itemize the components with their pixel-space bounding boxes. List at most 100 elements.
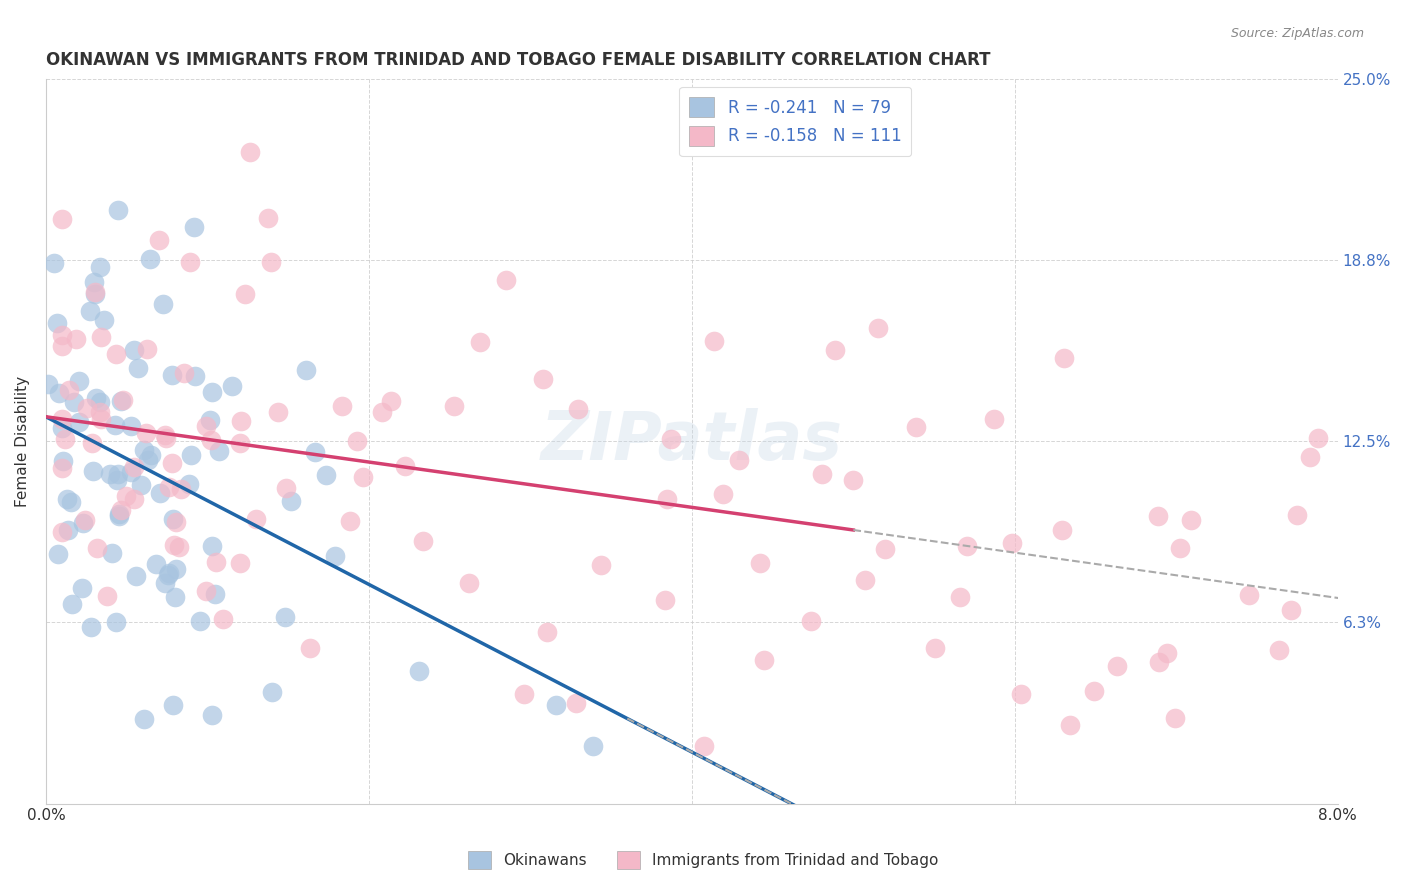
Point: [332, 399, 354, 413]
Legend: R = -0.241   N = 79, R = -0.158   N = 111: R = -0.241 N = 79, R = -0.158 N = 111: [679, 87, 911, 156]
Point: [138, 252, 160, 266]
Point: [127, 360, 149, 375]
Point: [139, 448, 162, 462]
Point: [811, 467, 834, 482]
Point: [122, 343, 145, 357]
Point: [156, 567, 179, 582]
Point: [546, 698, 568, 712]
Point: [1180, 513, 1202, 527]
Point: [76, 401, 98, 416]
Point: [51, 461, 73, 475]
Point: [157, 566, 180, 580]
Point: [180, 448, 202, 462]
Point: [51, 524, 73, 539]
Point: [513, 687, 536, 701]
Point: [353, 470, 375, 484]
Point: [63, 394, 86, 409]
Point: [204, 586, 226, 600]
Point: [295, 362, 318, 376]
Point: [221, 379, 243, 393]
Point: [107, 509, 129, 524]
Point: [179, 254, 201, 268]
Point: [531, 371, 554, 385]
Point: [160, 456, 183, 470]
Point: [536, 625, 558, 640]
Point: [394, 459, 416, 474]
Point: [163, 591, 186, 605]
Point: [380, 393, 402, 408]
Point: [52, 454, 75, 468]
Point: [711, 487, 734, 501]
Point: [67, 374, 90, 388]
Point: [208, 444, 231, 458]
Point: [51, 412, 73, 426]
Point: [1279, 603, 1302, 617]
Point: [132, 712, 155, 726]
Point: [70, 581, 93, 595]
Point: [93, 313, 115, 327]
Point: [122, 492, 145, 507]
Point: [184, 369, 207, 384]
Point: [654, 593, 676, 607]
Point: [165, 562, 187, 576]
Point: [567, 401, 589, 416]
Point: [104, 418, 127, 433]
Point: [371, 405, 394, 419]
Point: [188, 614, 211, 628]
Point: [315, 467, 337, 482]
Legend: Okinawans, Immigrants from Trinidad and Tobago: Okinawans, Immigrants from Trinidad and …: [461, 845, 945, 875]
Point: [457, 576, 479, 591]
Point: [90, 411, 112, 425]
Point: [323, 549, 346, 563]
Point: [1107, 658, 1129, 673]
Point: [565, 696, 588, 710]
Point: [96, 589, 118, 603]
Point: [82, 435, 104, 450]
Point: [46, 316, 69, 330]
Point: [703, 334, 725, 348]
Point: [201, 539, 224, 553]
Point: [51, 421, 73, 435]
Point: [89, 405, 111, 419]
Point: [104, 346, 127, 360]
Point: [132, 442, 155, 457]
Point: [873, 541, 896, 556]
Point: [84, 285, 107, 299]
Point: [89, 260, 111, 275]
Point: [129, 477, 152, 491]
Point: [107, 467, 129, 482]
Point: [177, 476, 200, 491]
Point: [1237, 589, 1260, 603]
Point: [108, 507, 131, 521]
Point: [98, 467, 121, 481]
Point: [983, 412, 1005, 426]
Point: [955, 539, 977, 553]
Point: [693, 739, 716, 753]
Point: [155, 576, 177, 591]
Point: [205, 555, 228, 569]
Point: [1050, 523, 1073, 537]
Point: [1299, 450, 1322, 464]
Point: [58, 383, 80, 397]
Point: [233, 286, 256, 301]
Point: [194, 584, 217, 599]
Point: [198, 412, 221, 426]
Text: OKINAWAN VS IMMIGRANTS FROM TRINIDAD AND TOBAGO FEMALE DISABILITY CORRELATION CH: OKINAWAN VS IMMIGRANTS FROM TRINIDAD AND…: [46, 51, 990, 69]
Point: [162, 698, 184, 713]
Point: [1053, 351, 1076, 365]
Point: [1308, 431, 1330, 445]
Point: [229, 436, 252, 450]
Point: [82, 464, 104, 478]
Point: [659, 432, 682, 446]
Point: [262, 685, 284, 699]
Point: [110, 503, 132, 517]
Point: [1267, 643, 1289, 657]
Point: [79, 304, 101, 318]
Point: [257, 211, 280, 225]
Point: [125, 569, 148, 583]
Text: Source: ZipAtlas.com: Source: ZipAtlas.com: [1230, 27, 1364, 40]
Point: [170, 482, 193, 496]
Point: [1083, 684, 1105, 698]
Point: [267, 405, 290, 419]
Point: [412, 534, 434, 549]
